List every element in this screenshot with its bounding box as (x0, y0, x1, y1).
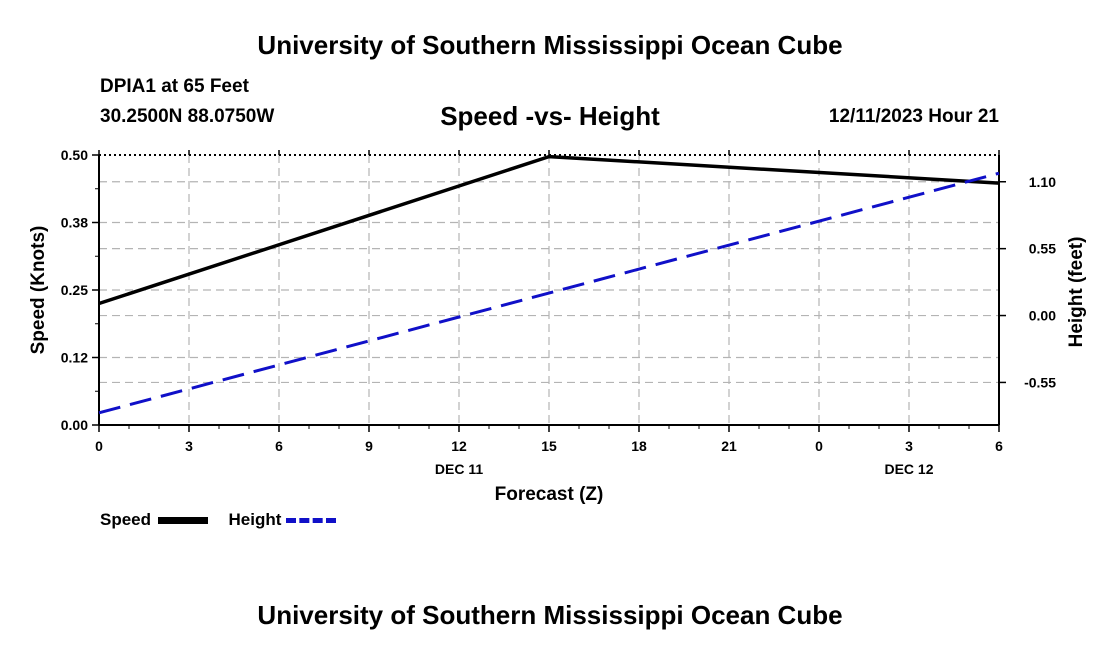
coordinates-label: 30.2500N 88.0750W (100, 106, 275, 127)
x-tick-label: 12 (451, 438, 467, 454)
legend-height-label: Height (228, 510, 282, 529)
y2-axis-title: Height (feet) (1066, 237, 1087, 348)
y-tick-label: 0.12 (61, 350, 88, 366)
x-tick-label: 21 (721, 438, 737, 454)
y-axis-title: Speed (Knots) (28, 226, 49, 355)
legend-height-swatch (286, 518, 337, 524)
chart-title: Speed -vs- Height (440, 101, 660, 131)
y-tick-label: 0.50 (61, 147, 88, 163)
legend: Speed Height (100, 510, 337, 530)
station-label: DPIA1 at 65 Feet (100, 76, 249, 97)
x-tick-label: 6 (995, 438, 1003, 454)
series-line-height (98, 171, 1000, 415)
x-date-label: DEC 12 (884, 461, 933, 477)
legend-speed-swatch (157, 517, 208, 525)
x-tick-label: 3 (185, 438, 193, 454)
series-line-speed (98, 154, 1000, 306)
x-tick-label: 0 (815, 438, 823, 454)
x-date-label: DEC 11 (435, 461, 483, 477)
page-title: University of Southern Mississippi Ocean… (257, 30, 843, 60)
y-tick-label: 0.00 (61, 417, 88, 433)
x-tick-label: 3 (905, 438, 913, 454)
x-tick-label: 15 (541, 438, 557, 454)
legend-speed-label: Speed (100, 510, 152, 529)
y-tick-label: 0.25 (61, 282, 88, 298)
footer-title: University of Southern Mississippi Ocean… (257, 600, 843, 630)
x-tick-label: 6 (275, 438, 283, 454)
y2-tick-label: 1.10 (1029, 174, 1056, 190)
y2-tick-label: 0.00 (1029, 308, 1056, 324)
y2-tick-label: 0.55 (1029, 241, 1056, 257)
y-tick-label: 0.38 (61, 215, 88, 231)
datetime-label: 12/11/2023 Hour 21 (828, 106, 999, 127)
x-tick-label: 9 (365, 438, 373, 454)
x-tick-label: 18 (631, 438, 647, 454)
x-tick-label: 0 (95, 438, 103, 454)
y2-tick-label: -0.55 (1024, 374, 1056, 390)
x-axis-title: Forecast (Z) (495, 484, 604, 505)
